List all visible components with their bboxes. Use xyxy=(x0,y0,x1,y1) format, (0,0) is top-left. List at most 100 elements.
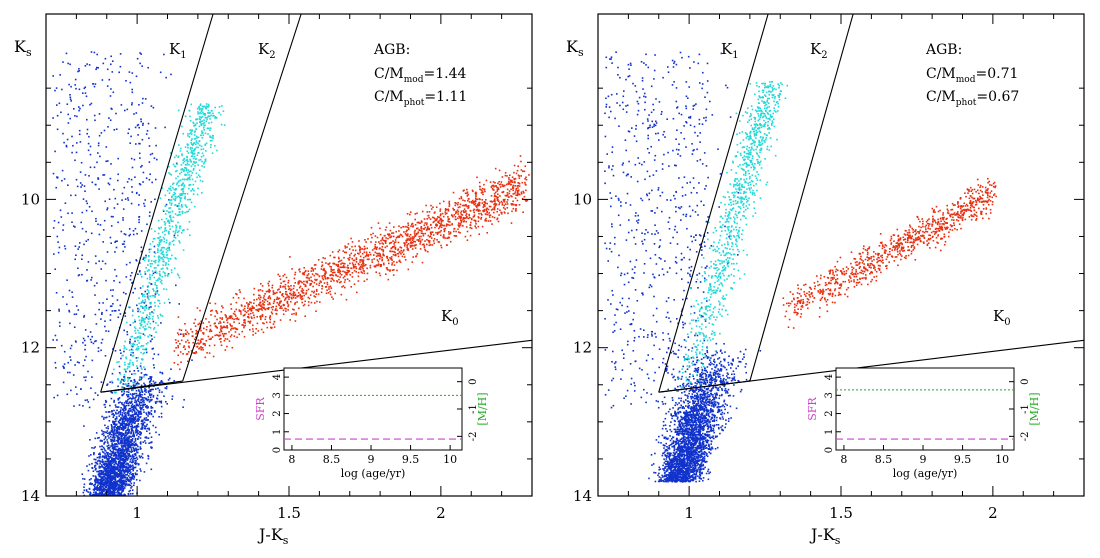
star-point-blue xyxy=(109,469,111,472)
star-point-red xyxy=(465,226,468,228)
star-point-red xyxy=(426,218,428,220)
star-point-red xyxy=(323,267,325,270)
star-point-red xyxy=(517,182,519,184)
star-point-blue xyxy=(137,273,139,275)
star-point-blue xyxy=(154,198,156,201)
star-point-blue xyxy=(103,174,106,176)
star-point-blue xyxy=(106,500,108,502)
star-point-cyan xyxy=(181,153,183,155)
star-point-cyan xyxy=(158,294,160,296)
star-point-blue xyxy=(119,500,121,502)
star-point-blue xyxy=(73,108,75,110)
star-point-cyan xyxy=(214,117,216,119)
star-point-blue xyxy=(102,174,104,176)
star-point-blue xyxy=(101,485,103,488)
star-point-red xyxy=(271,286,273,289)
star-point-blue xyxy=(130,415,133,418)
star-point-blue xyxy=(116,240,118,242)
star-point-blue xyxy=(107,330,110,333)
star-point-blue xyxy=(122,468,125,471)
star-point-red xyxy=(359,255,362,258)
star-point-blue xyxy=(133,455,135,458)
star-point-blue xyxy=(150,436,153,438)
star-point-blue xyxy=(129,278,132,281)
star-point-cyan xyxy=(223,124,226,126)
star-point-blue xyxy=(96,481,99,484)
star-point-blue xyxy=(120,435,122,438)
star-point-red xyxy=(510,195,512,197)
star-point-cyan xyxy=(135,337,137,339)
star-point-red xyxy=(514,181,516,184)
star-point-blue xyxy=(130,414,133,417)
star-point-blue xyxy=(135,449,138,451)
star-point-blue xyxy=(93,487,96,490)
star-point-blue xyxy=(119,65,122,68)
star-point-blue xyxy=(100,500,102,502)
star-point-blue xyxy=(148,442,150,444)
star-point-cyan xyxy=(159,236,161,238)
star-point-cyan xyxy=(195,128,197,131)
star-point-blue xyxy=(110,497,112,499)
star-point-cyan xyxy=(186,164,188,166)
star-point-cyan xyxy=(149,303,152,305)
star-point-cyan xyxy=(163,254,165,256)
star-point-blue xyxy=(129,446,131,449)
star-point-blue xyxy=(117,499,119,501)
star-point-red xyxy=(436,239,438,241)
star-point-blue xyxy=(128,497,130,499)
star-point-blue xyxy=(124,494,126,496)
star-point-cyan xyxy=(132,389,134,391)
star-point-cyan xyxy=(156,272,158,274)
star-point-blue xyxy=(114,499,116,501)
star-point-cyan xyxy=(157,232,160,235)
star-point-blue xyxy=(110,500,112,502)
star-point-red xyxy=(233,310,236,313)
star-point-blue xyxy=(137,445,139,448)
star-point-red xyxy=(516,190,519,192)
star-point-blue xyxy=(90,483,93,486)
star-point-red xyxy=(504,174,507,177)
star-point-blue xyxy=(127,132,129,135)
star-point-blue xyxy=(121,403,123,405)
star-point-blue xyxy=(131,91,134,94)
star-point-blue xyxy=(128,439,130,441)
star-point-blue xyxy=(72,144,74,147)
star-point-blue xyxy=(78,88,81,91)
star-point-blue xyxy=(143,425,146,427)
star-point-blue xyxy=(135,403,138,405)
star-point-red xyxy=(493,199,496,201)
star-point-blue xyxy=(101,415,103,418)
star-point-cyan xyxy=(170,204,173,206)
star-point-red xyxy=(412,241,414,244)
star-point-blue xyxy=(132,457,135,459)
star-point-cyan xyxy=(133,326,136,328)
star-point-red xyxy=(456,209,459,211)
star-point-blue xyxy=(106,500,108,502)
star-point-blue xyxy=(101,493,104,496)
star-point-red xyxy=(290,294,292,296)
star-point-blue xyxy=(108,477,111,480)
star-point-blue xyxy=(56,128,59,131)
star-point-red xyxy=(506,192,509,194)
star-point-blue xyxy=(148,393,151,395)
star-point-blue xyxy=(153,251,156,253)
star-point-cyan xyxy=(181,194,183,196)
star-point-blue xyxy=(130,348,133,351)
star-point-cyan xyxy=(148,269,150,271)
star-point-blue xyxy=(95,500,97,502)
star-point-red xyxy=(223,321,225,323)
star-point-cyan xyxy=(153,336,156,339)
star-point-cyan xyxy=(168,199,171,202)
star-point-blue xyxy=(106,68,109,71)
star-point-cyan xyxy=(111,380,113,383)
star-point-cyan xyxy=(200,108,202,110)
star-point-blue xyxy=(54,89,56,92)
star-point-blue xyxy=(135,479,138,481)
star-point-blue xyxy=(102,430,104,433)
star-point-blue xyxy=(139,442,142,444)
star-point-cyan xyxy=(168,220,170,223)
star-point-blue xyxy=(105,146,108,148)
star-point-blue xyxy=(93,284,96,287)
star-point-blue xyxy=(81,254,83,257)
star-point-blue xyxy=(108,461,111,463)
